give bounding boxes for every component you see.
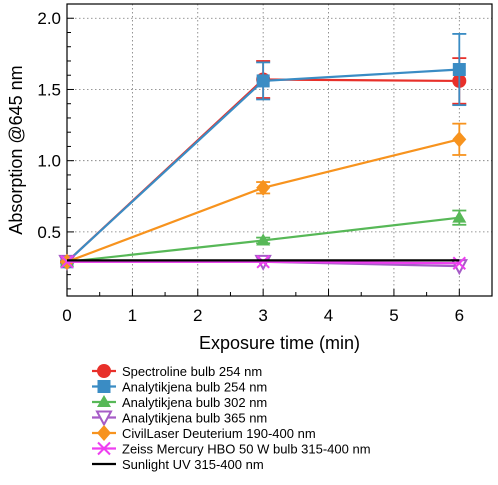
data-point [256,179,271,196]
x-tick-label: 4 [324,306,333,325]
legend-item: CivilLaser Deuterium 190-400 nm [92,425,316,441]
data-point [256,233,271,246]
data-point [452,131,467,148]
x-tick-label: 5 [389,306,398,325]
legend-item: Zeiss Mercury HBO 50 W bulb 315-400 nm [92,442,371,457]
axis-ticks: 0 1 2 3 4 5 6 0.5 1.0 1.5 2.0 [37,3,464,325]
data-point [452,256,467,270]
data-point [97,364,111,378]
legend-label: CivilLaser Deuterium 190-400 nm [122,426,316,441]
y-tick-label: 1.5 [37,80,61,99]
legend-item: Analytikjena bulb 254 nm [92,380,267,395]
legend-item: Spectroline bulb 254 nm [92,364,262,379]
legend-item: Analytikjena bulb 365 nm [92,410,267,427]
data-series [58,33,468,276]
legend-item: Sunlight UV 315-400 nm [92,457,264,472]
x-tick-label: 2 [193,306,202,325]
series [60,33,467,269]
data-point [256,255,270,269]
x-tick-label: 1 [128,306,137,325]
data-point [452,63,466,77]
data-point-stroke [452,256,467,270]
x-tick-label: 0 [62,306,71,325]
data-point-stroke [60,255,74,269]
series [60,122,467,270]
legend-label: Analytikjena bulb 254 nm [122,380,267,395]
y-axis-label: Absorption @645 nm [6,65,26,234]
legend-label: Zeiss Mercury HBO 50 W bulb 315-400 nm [122,442,371,457]
data-point [95,410,113,427]
x-tick-label: 6 [455,306,464,325]
data-point [97,441,111,456]
series [58,254,468,276]
grid-lines [67,4,492,296]
data-point [60,255,74,269]
data-point [97,395,111,407]
legend-label: Sunlight UV 315-400 nm [122,457,264,472]
legend-label: Analytikjena bulb 365 nm [122,411,267,426]
legend-label: Analytikjena bulb 302 nm [122,395,267,410]
x-axis-label: Exposure time (min) [199,333,360,353]
data-point [97,425,111,441]
series [60,255,467,270]
data-point [256,74,270,88]
data-point [452,210,467,223]
y-tick-label: 1.0 [37,152,61,171]
y-tick-label: 2.0 [37,9,61,28]
data-point [97,380,111,393]
plot-frame [66,3,493,297]
legend-label: Spectroline bulb 254 nm [122,364,262,379]
legend-item: Analytikjena bulb 302 nm [92,395,267,410]
data-point-stroke [256,255,270,269]
data-point-stroke [97,441,111,456]
y-tick-label: 0.5 [37,223,61,242]
x-tick-label: 3 [258,306,267,325]
